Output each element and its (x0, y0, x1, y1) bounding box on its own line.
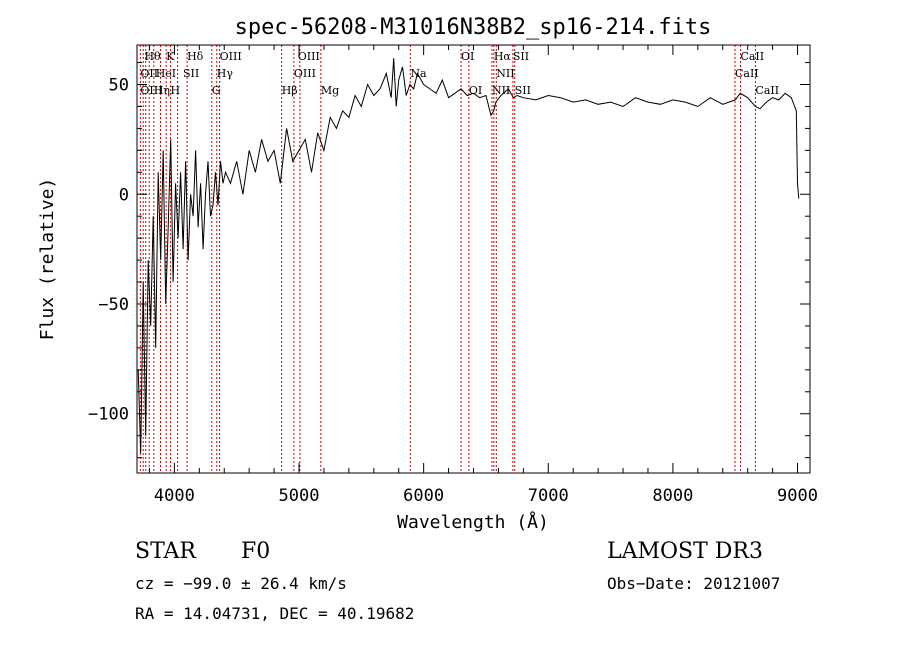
x-axis-label: Wavelength (Å) (397, 511, 549, 533)
line-label: OIII (294, 67, 316, 80)
observation-date: Obs−Date: 20121007 (607, 574, 781, 593)
line-label: Hδ (187, 50, 204, 63)
line-label: OIII (220, 50, 242, 63)
line-label: H (171, 84, 181, 97)
line-label: OIII (140, 84, 162, 97)
object-subclass: F0 (241, 539, 271, 564)
y-axis: −100 −50 0 50 (88, 62, 810, 459)
line-label: Na (410, 67, 427, 80)
y-tick-label: −100 (88, 405, 129, 425)
line-label: HeI (156, 67, 176, 80)
line-label: K (166, 50, 175, 63)
line-label: CaII (755, 84, 779, 97)
line-label: OI (461, 50, 474, 63)
line-label: Hβ (282, 84, 298, 97)
x-tick-label: 8000 (652, 486, 693, 506)
line-label: OII (140, 67, 158, 80)
y-tick-label: 50 (109, 76, 129, 96)
line-label: Hα (494, 50, 512, 63)
spectrum-line (137, 58, 800, 454)
line-label: Hγ (217, 67, 234, 80)
line-label: SII (183, 67, 199, 80)
x-tick-label: 7000 (528, 486, 569, 506)
redshift-cz: cz = −99.0 ± 26.4 km/s (135, 574, 347, 593)
line-label: NII (492, 84, 510, 97)
y-tick-label: −50 (98, 295, 129, 315)
x-tick-label: 6000 (403, 486, 444, 506)
ra-dec: RA = 14.04731, DEC = 40.19682 (135, 604, 415, 623)
line-label: OIII (298, 50, 320, 63)
line-label: NII (496, 67, 514, 80)
x-axis: 4000 5000 6000 7000 8000 9000 (148, 45, 818, 506)
line-label: SII (515, 84, 531, 97)
line-markers (139, 45, 756, 473)
line-label: G (212, 84, 221, 97)
x-tick-label: 4000 (154, 486, 195, 506)
y-tick-label: 0 (119, 185, 129, 205)
x-tick-label: 9000 (777, 486, 818, 506)
survey-name: LAMOST DR3 (607, 539, 763, 564)
chart-title: spec-56208-M31016N38B2_sp16-214.fits (235, 15, 712, 40)
line-label: SII (513, 50, 529, 63)
line-label: CaII (740, 50, 764, 63)
y-axis-label: Flux (relative) (37, 178, 58, 341)
line-label: Mg (321, 84, 339, 97)
line-label: Hη (154, 84, 170, 97)
line-label: Hθ (144, 50, 161, 63)
plot-frame (136, 44, 811, 474)
object-class: STAR (135, 539, 196, 564)
x-tick-label: 5000 (279, 486, 320, 506)
line-label: CaII (735, 67, 759, 80)
